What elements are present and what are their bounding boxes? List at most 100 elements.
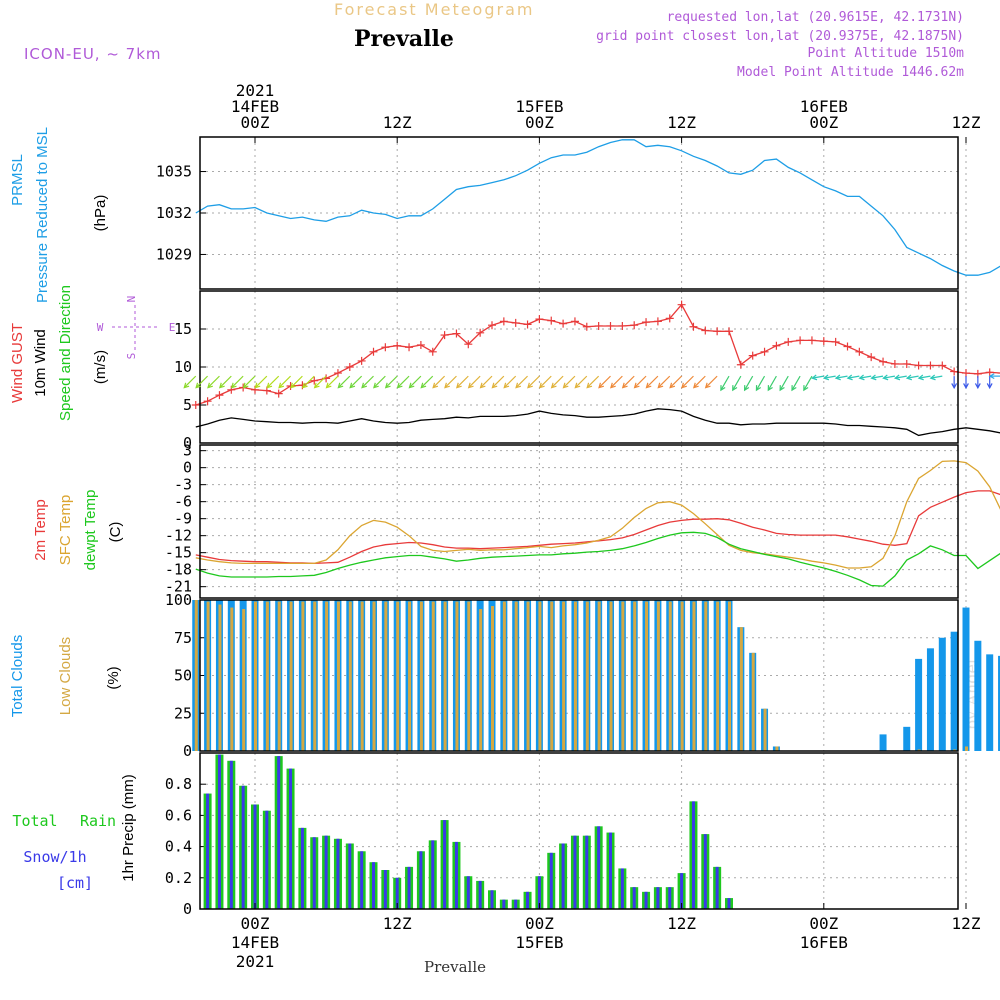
top-time-label: 12Z xyxy=(667,113,696,132)
low-clouds-bar xyxy=(917,749,921,751)
panel-frame-wind xyxy=(199,290,959,444)
low-clouds-bar xyxy=(621,601,625,751)
gust-marker xyxy=(499,317,508,326)
low-clouds-bar xyxy=(491,606,494,751)
wind-arrow xyxy=(574,375,588,388)
wind-arrow-head xyxy=(373,382,379,389)
low-clouds-bar xyxy=(194,600,198,751)
top-time-label: 00Z xyxy=(809,113,838,132)
snow-bar xyxy=(312,837,316,909)
low-clouds-bar xyxy=(336,601,340,751)
wind-arrow xyxy=(755,375,766,391)
low-clouds-bar xyxy=(325,601,329,751)
gust-marker xyxy=(428,347,437,356)
snow-bar xyxy=(478,880,482,909)
wind-arrow-head xyxy=(550,382,557,389)
compass-cross xyxy=(112,305,158,351)
footer-site-name: Prevalle xyxy=(424,958,487,976)
snow-bar xyxy=(419,851,423,909)
wind-arrow-head xyxy=(917,374,924,381)
snow-bar xyxy=(715,866,719,909)
low-clouds-bar xyxy=(692,601,696,751)
snow-bar xyxy=(253,804,257,909)
top-time-label: 16FEB xyxy=(800,97,848,116)
wind-arrow xyxy=(444,375,457,388)
wind-arrow-head xyxy=(325,382,332,389)
gust-marker xyxy=(879,357,888,366)
snow-bar xyxy=(229,760,233,909)
top-time-label: 00Z xyxy=(241,113,270,132)
gust-marker xyxy=(274,389,283,398)
y-tick-label: 1032 xyxy=(156,204,192,222)
wind-arrow-head xyxy=(811,374,818,381)
total-clouds-bar xyxy=(950,631,958,751)
y-tick-label: 0 xyxy=(183,742,192,760)
requested-coords: requested lon,lat (20.9615E, 42.1731N) xyxy=(666,10,964,25)
y-tick-label: 1029 xyxy=(156,245,192,263)
y-tick-label: 10 xyxy=(174,358,192,376)
snow-bar xyxy=(336,838,340,909)
wind-arrow-head xyxy=(183,382,190,389)
wind-arrow xyxy=(847,375,860,379)
wind-arrow-head xyxy=(503,382,510,389)
low-clouds-bar xyxy=(301,601,305,751)
wind-arrow-head xyxy=(822,374,830,381)
wind-arrow xyxy=(586,375,600,388)
gust-marker xyxy=(867,353,876,362)
snow-bar xyxy=(360,851,364,909)
snow-bar xyxy=(431,840,435,909)
gust-marker xyxy=(357,356,366,365)
wind-arrow xyxy=(480,375,493,388)
low-clouds-bar xyxy=(716,601,720,751)
snow-bar xyxy=(644,891,648,909)
total-clouds-label: Total Clouds xyxy=(9,635,26,718)
gust-marker xyxy=(807,336,816,345)
clouds-unit: (%) xyxy=(105,666,122,689)
wind-arrow-head xyxy=(621,382,628,389)
wind-arrow-head xyxy=(767,385,773,392)
panel-clouds: 0 25 50 75 100 xyxy=(165,591,1000,760)
y-tick-label: 0.8 xyxy=(165,775,192,793)
wind-arrow-head xyxy=(732,385,738,392)
snow-bar xyxy=(466,876,470,909)
wind-arrow-head xyxy=(988,373,995,380)
low-clouds-bar xyxy=(573,601,577,751)
snow-bar xyxy=(549,852,553,909)
snow-bar xyxy=(609,832,612,909)
gust-marker xyxy=(890,359,899,368)
pressure-label-long: Pressure Reduced to MSL xyxy=(34,127,51,303)
wind-arrow-head xyxy=(491,382,498,389)
low-clouds-bar xyxy=(550,601,554,751)
wind-arrow xyxy=(779,375,789,391)
wind-arrow xyxy=(918,375,931,379)
snow-bar xyxy=(537,876,541,909)
gust-marker xyxy=(310,376,319,385)
wind-arrow xyxy=(646,375,659,388)
wind-arrow-head xyxy=(207,382,213,389)
low-clouds-bar xyxy=(538,601,542,751)
gust-marker xyxy=(902,359,911,368)
wind-arrow-head xyxy=(254,382,261,389)
snow-bar xyxy=(502,899,506,909)
gust-marker xyxy=(736,360,745,369)
y-tick-label: 100 xyxy=(165,591,192,609)
wind-arrow xyxy=(468,375,481,388)
wind-arrow xyxy=(871,375,884,379)
wind-arrow xyxy=(254,375,268,388)
low-clouds-bar xyxy=(289,601,293,751)
wind-arrow xyxy=(409,375,422,388)
sfc_temp-line xyxy=(195,460,1000,569)
snow-bar xyxy=(620,868,624,909)
bottom-time-label: 16FEB xyxy=(800,933,848,952)
wind-arrow-head xyxy=(444,382,450,389)
top-time-label: 00Z xyxy=(525,113,554,132)
low-clouds-bar xyxy=(396,601,400,751)
low-clouds-bar xyxy=(953,749,957,751)
y-tick-label: 75 xyxy=(174,629,192,647)
low-clouds-bar xyxy=(597,601,601,751)
low-clouds-label: Low Clouds xyxy=(57,637,74,715)
bottom-time-label: 00Z xyxy=(241,914,270,933)
snow-bar xyxy=(300,827,304,909)
gust-marker xyxy=(760,347,769,356)
wind-arrow xyxy=(302,375,315,388)
